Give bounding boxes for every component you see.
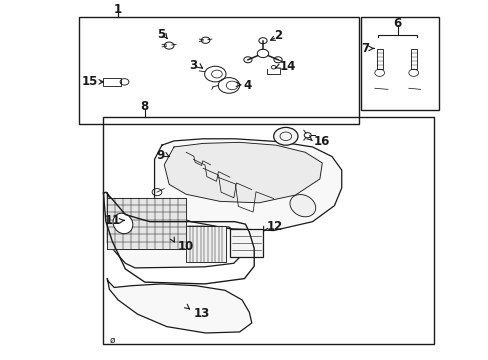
Text: 5: 5	[157, 28, 164, 41]
Ellipse shape	[289, 194, 315, 217]
Bar	[103, 78, 121, 86]
Text: ø: ø	[109, 336, 115, 345]
Text: 7: 7	[361, 42, 369, 55]
Text: 1: 1	[114, 3, 122, 16]
Bar	[103, 117, 433, 345]
Polygon shape	[164, 142, 322, 203]
Text: 15: 15	[82, 75, 99, 88]
Text: 12: 12	[266, 220, 282, 234]
Text: 2: 2	[274, 30, 282, 42]
Polygon shape	[107, 279, 251, 333]
Text: 8: 8	[141, 100, 149, 113]
Bar	[376, 49, 382, 68]
Text: 14: 14	[279, 60, 295, 73]
Bar	[79, 17, 358, 124]
Text: 16: 16	[313, 135, 329, 148]
Text: 10: 10	[177, 240, 193, 253]
Text: 4: 4	[243, 79, 251, 92]
Polygon shape	[107, 198, 186, 249]
Text: 11: 11	[104, 214, 120, 227]
Polygon shape	[154, 139, 341, 230]
Bar	[361, 17, 438, 109]
Polygon shape	[107, 193, 245, 268]
Bar	[186, 226, 225, 262]
Ellipse shape	[113, 213, 133, 234]
Text: 9: 9	[156, 149, 164, 162]
Bar	[410, 49, 416, 68]
Text: 13: 13	[193, 307, 209, 320]
Text: 3: 3	[189, 59, 197, 72]
Bar	[229, 229, 263, 257]
Circle shape	[273, 127, 297, 145]
Text: 6: 6	[393, 17, 401, 30]
